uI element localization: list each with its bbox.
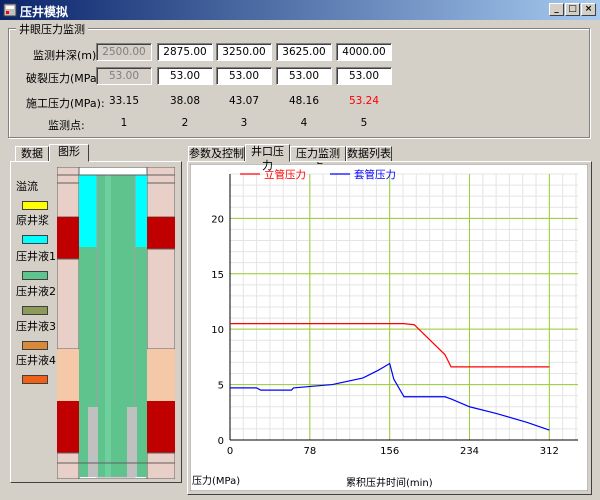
x-tick-label: 0: [227, 446, 233, 457]
legend-label-5: 压井液3: [16, 320, 56, 333]
group-title: 井眼压力监测: [16, 21, 88, 37]
series-line-1: [230, 323, 550, 368]
depth-field-1: 2500.00: [96, 43, 152, 61]
tab-graphic[interactable]: 图形: [49, 144, 89, 162]
x-tick-label: 312: [540, 446, 559, 457]
point-label: 监测点:: [48, 119, 85, 132]
construct-value-4: 48.16: [288, 95, 320, 107]
left-panel: [10, 161, 182, 483]
right-panel: [187, 161, 592, 495]
tab-data[interactable]: 数据: [15, 146, 49, 162]
legend-label-6: 压井液4: [16, 354, 56, 367]
frac-field-2[interactable]: 53.00: [157, 67, 213, 85]
app-icon: [3, 3, 17, 17]
tab-monitor-points[interactable]: 压力监测点: [290, 146, 346, 174]
legend-label-2: 原井浆: [16, 214, 49, 227]
legend-swatch-1: [22, 201, 48, 210]
frac-field-3[interactable]: 53.00: [216, 67, 272, 85]
point-number-2: 2: [181, 117, 189, 129]
legend-label-2: 套管压力: [354, 168, 396, 181]
title-bar: 压井模拟 _ □ ×: [0, 0, 600, 20]
legend-label-1: 立管压力: [264, 168, 306, 181]
frac-field-5[interactable]: 53.00: [336, 67, 392, 85]
legend-swatch-3: [22, 271, 48, 280]
depth-label: 监测井深(m):: [33, 49, 101, 62]
depth-field-4[interactable]: 3625.00: [276, 43, 332, 61]
x-tick-label: 156: [380, 446, 399, 457]
frac-label: 破裂压力(MPa):: [26, 72, 105, 85]
y-axis-label: 压力(MPa): [192, 474, 240, 487]
legend-label-4: 压井液2: [16, 285, 56, 298]
frac-field-1: 53.00: [96, 67, 152, 85]
y-tick-label: 20: [211, 214, 224, 225]
minimize-button[interactable]: _: [549, 3, 564, 16]
chart-ticks: 0 78 156 234 312 0 5 10 15 20: [211, 214, 559, 457]
point-number-4: 4: [300, 117, 308, 129]
y-tick-label: 10: [211, 325, 224, 336]
depth-field-2[interactable]: 2875.00: [157, 43, 213, 61]
point-number-5: 5: [360, 117, 368, 129]
depth-field-3[interactable]: 3250.00: [216, 43, 272, 61]
x-tick-label: 78: [303, 446, 316, 457]
chart-series: [230, 323, 550, 431]
x-axis-label: 累积压井时间(min): [346, 476, 433, 489]
window-title: 压井模拟: [20, 5, 69, 19]
chart-axes: [229, 174, 578, 441]
construct-value-2: 38.08: [169, 95, 201, 107]
chart-legend: 立管压力 套管压力: [240, 168, 396, 181]
maximize-button[interactable]: □: [565, 3, 580, 16]
point-number-3: 3: [240, 117, 248, 129]
series-line-2: [230, 362, 550, 431]
y-tick-label: 0: [218, 436, 224, 447]
legend-swatch-5: [22, 341, 48, 350]
legend-swatch-4: [22, 306, 48, 315]
frac-field-4[interactable]: 53.00: [276, 67, 332, 85]
legend-label-1: 溢流: [16, 180, 38, 193]
pressure-monitor-group: [8, 28, 590, 138]
construct-label: 施工压力(MPa):: [26, 97, 105, 110]
construct-value-3: 43.07: [228, 95, 260, 107]
x-tick-label: 234: [460, 446, 479, 457]
close-button[interactable]: ×: [581, 3, 596, 16]
depth-field-5[interactable]: 4000.00: [336, 43, 392, 61]
construct-value-5: 53.24: [348, 95, 380, 107]
legend-swatch-6: [22, 375, 48, 384]
point-number-1: 1: [120, 117, 128, 129]
legend-label-3: 压井液1: [16, 250, 56, 263]
y-tick-label: 15: [211, 270, 224, 281]
wellhead-pressure-chart: 0 78 156 234 312 0 5 10 15 20 立管压力 套管压力 压力(MPa) 累积…: [190, 164, 588, 491]
y-tick-label: 5: [218, 381, 224, 392]
legend-swatch-2: [22, 235, 48, 244]
tab-params[interactable]: 参数及控制: [188, 146, 245, 162]
well-schematic: [57, 167, 175, 479]
tab-data-list[interactable]: 数据列表: [346, 146, 392, 162]
tab-wellhead-pressure[interactable]: 井口压力: [245, 144, 290, 172]
construct-value-1: 33.15: [108, 95, 140, 107]
